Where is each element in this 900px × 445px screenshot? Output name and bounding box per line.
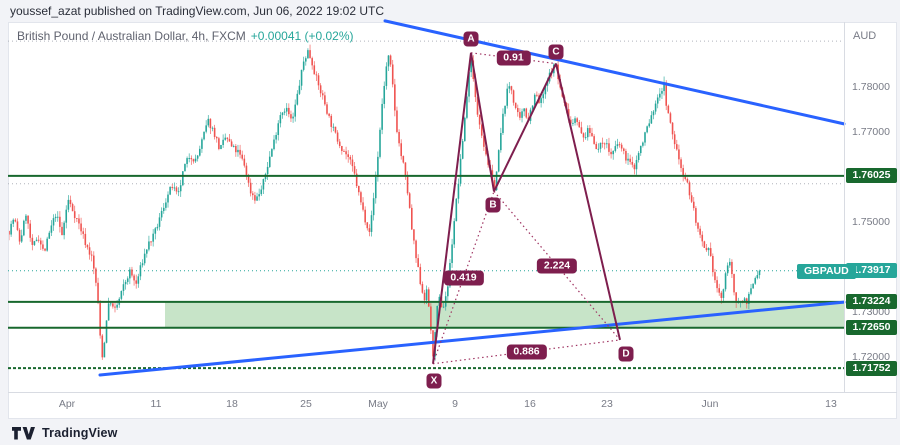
time-tick-Apr: Apr — [58, 398, 76, 410]
pattern-point-label-X: X — [426, 373, 442, 389]
time-tick-11: 11 — [150, 398, 162, 410]
time-tick-9: 9 — [452, 398, 458, 410]
pattern-point-label-B: B — [485, 197, 501, 213]
pattern-point-label-C: C — [548, 44, 564, 60]
price-tick-1.78000: 1.78000 — [852, 81, 890, 93]
time-tick-18: 18 — [226, 398, 238, 410]
symbol-change: +0.00041 (+0.02%) — [250, 29, 354, 43]
brand-text: TradingView — [42, 426, 118, 440]
tradingview-logo-icon[interactable] — [12, 426, 36, 440]
descending-trendline — [383, 19, 846, 126]
ascending-trendline — [98, 300, 846, 377]
pattern-point-label-A: A — [463, 31, 479, 47]
pattern-point-label-D: D — [618, 346, 634, 362]
price-tick-1.75000: 1.75000 — [852, 216, 890, 228]
time-tick-23: 23 — [601, 398, 613, 410]
time-tick-Jun: Jun — [701, 398, 719, 410]
footer-brand: TradingView — [12, 426, 118, 440]
price-badge-1.71752: 1.71752 — [846, 360, 897, 376]
publish-info: youssef_azat published on TradingView.co… — [10, 4, 385, 18]
candles-layer — [9, 44, 761, 361]
price-axis-currency-label: AUD — [853, 30, 877, 42]
time-tick-25: 25 — [300, 398, 312, 410]
chart-panel — [8, 22, 897, 419]
price-axis-separator — [844, 22, 845, 392]
price-tick-1.77000: 1.77000 — [852, 126, 890, 138]
price-badge-1.73224: 1.73224 — [846, 294, 897, 310]
time-tick-May: May — [368, 398, 388, 410]
symbol-title: British Pound / Australian Dollar, 4h, F… — [17, 29, 246, 43]
symbol-price-label: GBPAUD — [797, 264, 856, 279]
time-tick-16: 16 — [524, 398, 536, 410]
time-axis-separator — [8, 392, 897, 393]
ratio-label-0.91: 0.91 — [496, 50, 531, 66]
symbol-legend: British Pound / Australian Dollar, 4h, F… — [17, 29, 354, 43]
demand-zone — [165, 301, 844, 328]
ratio-label-2.224: 2.224 — [536, 258, 578, 274]
price-badge-1.72650: 1.72650 — [846, 320, 897, 336]
ratio-label-0.419: 0.419 — [443, 270, 484, 286]
time-axis[interactable]: Apr 11 18 25 May 9 16 23 Jun 13 — [8, 393, 844, 419]
price-badge-1.76025: 1.76025 — [846, 168, 897, 184]
price-axis[interactable]: 1.78000 1.77000 1.75000 1.73000 1.72000 1.760… — [845, 22, 900, 392]
price-badge-1.73917: 1.73917 — [846, 263, 897, 279]
ratio-label-0.886: 0.886 — [506, 344, 547, 360]
time-tick-13: 13 — [825, 398, 837, 410]
price-tick-1.72000: 1.72000 — [852, 351, 890, 363]
